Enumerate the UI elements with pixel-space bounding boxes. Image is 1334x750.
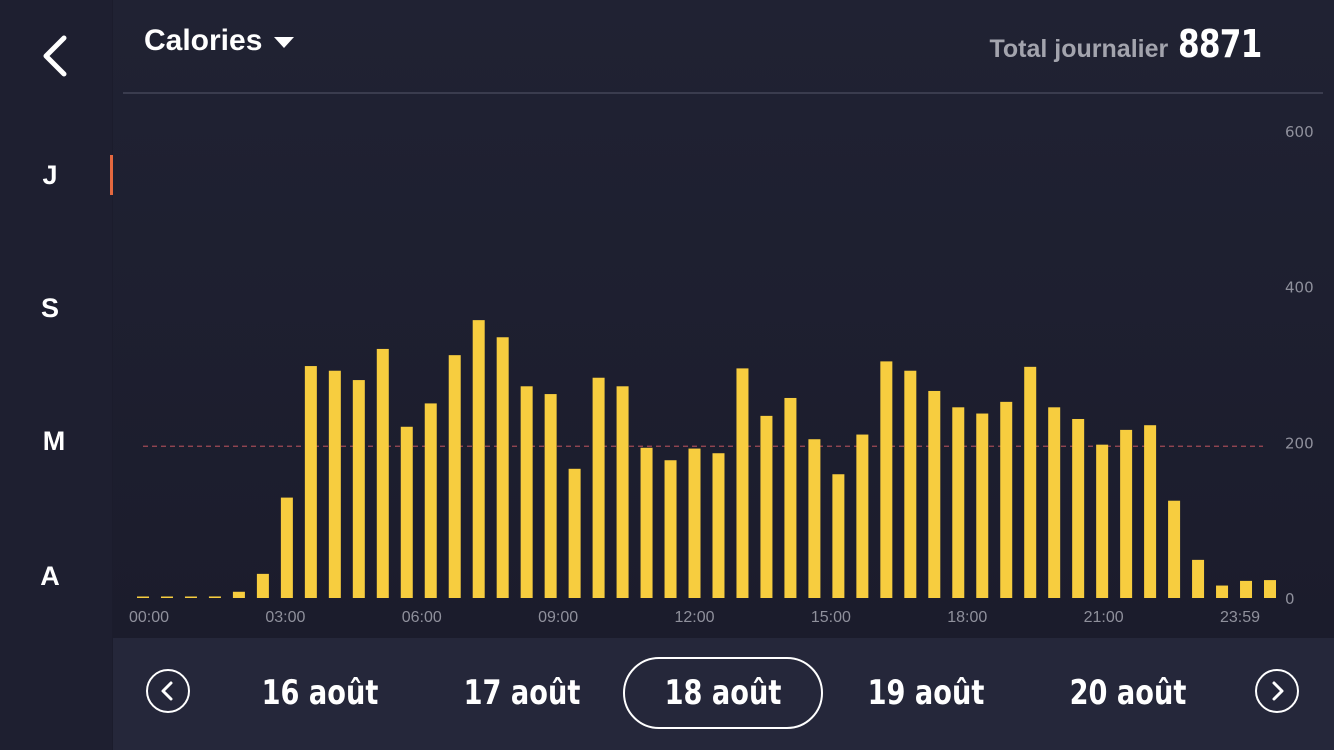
chart-bar: [400, 426, 413, 598]
period-month[interactable]: M: [42, 426, 66, 456]
chevron-left-icon: [161, 681, 173, 701]
x-tick-label: 00:00: [129, 609, 169, 626]
chart-bar: [856, 434, 869, 598]
chart-bar: [832, 474, 845, 598]
chart-bar: [1216, 585, 1229, 598]
y-tick-label: 0: [1285, 590, 1295, 608]
chart-bar: [904, 370, 917, 598]
x-tick-label: 03:00: [265, 609, 305, 626]
chart-bar: [424, 403, 437, 598]
chart-bar: [736, 368, 749, 598]
x-tick-label: 06:00: [402, 609, 442, 626]
chart-bar: [1072, 418, 1085, 598]
chart-bar: [1024, 366, 1037, 598]
x-tick-label: 15:00: [811, 609, 851, 626]
chart-bar: [304, 366, 317, 598]
x-tick-label: 23:59: [1220, 609, 1260, 626]
chart-bar: [352, 380, 365, 598]
date-item[interactable]: 19 août: [867, 673, 985, 713]
date-item[interactable]: 17 août: [463, 673, 581, 713]
chart-bar: [976, 413, 989, 598]
chart-bar: [952, 407, 965, 598]
chart-bar: [256, 573, 269, 598]
chart-bar: [232, 591, 245, 598]
chart-bar: [1120, 429, 1133, 598]
chevron-right-icon: [1272, 681, 1284, 701]
chart-bar: [184, 596, 197, 598]
chart-panel: Calories Total journalier 8871 0 200 400 60…: [113, 0, 1334, 638]
chart-bar: [160, 596, 173, 598]
chart-bar: [280, 497, 293, 598]
chart-bar: [1240, 580, 1253, 598]
period-week[interactable]: S: [40, 293, 59, 323]
sidebar: J S M A: [0, 0, 113, 750]
back-arrow-icon[interactable]: [34, 30, 80, 82]
date-item[interactable]: 20 août: [1069, 673, 1187, 713]
chart-bar: [616, 386, 629, 598]
date-item[interactable]: 16 août: [261, 673, 379, 713]
selected-period-indicator: [110, 155, 113, 195]
chart-bar: [880, 361, 893, 598]
x-tick-label: 21:00: [1084, 609, 1124, 626]
chart-bar: [928, 390, 941, 598]
chart-bar: [472, 320, 485, 598]
chart-bar: [208, 596, 221, 598]
header-divider: [123, 92, 1323, 94]
chart-bar: [137, 596, 149, 598]
chart-bar: [1096, 444, 1109, 598]
metric-label: Calories: [144, 24, 263, 57]
chart-bar: [712, 453, 725, 598]
chart-bar: [664, 460, 677, 598]
next-date-button[interactable]: [1255, 669, 1299, 713]
chart-bar: [544, 394, 557, 598]
chart-bar: [592, 377, 605, 598]
chart-bar: [520, 386, 533, 598]
chart-header: Calories Total journalier 8871: [113, 0, 1334, 92]
chart-bar: [760, 415, 773, 598]
daily-total-label: Total journalier: [989, 35, 1169, 63]
chart-bar: [1264, 580, 1276, 598]
chart-bar: [448, 355, 461, 598]
chart-bar: [640, 447, 653, 598]
period-year[interactable]: A: [40, 561, 60, 591]
x-tick-label: 18:00: [947, 609, 987, 626]
chart-bar: [1048, 407, 1061, 598]
calories-bar-chart: 0 200 400 600 00:00 03:00 06:00 09:00 12:00 15:00…: [129, 123, 1314, 626]
date-navigation: 16 août 17 août 18 août 19 août 20 août: [113, 638, 1334, 750]
y-tick-label: 400: [1285, 279, 1314, 297]
daily-total-value: 8871: [1178, 22, 1262, 66]
metric-dropdown[interactable]: Calories: [144, 24, 295, 58]
chart-bar: [1000, 401, 1013, 598]
chart-bar: [1168, 500, 1181, 598]
y-tick-label: 600: [1285, 123, 1314, 141]
chart-bar: [376, 348, 389, 598]
y-tick-label: 200: [1285, 434, 1314, 452]
x-tick-label: 12:00: [674, 609, 714, 626]
chart-bar: [1144, 425, 1157, 598]
chart-bar: [496, 337, 509, 598]
chart-bar: [784, 397, 797, 598]
period-day[interactable]: J: [42, 160, 58, 190]
previous-date-button[interactable]: [146, 669, 190, 713]
x-tick-label: 09:00: [538, 609, 578, 626]
daily-total: Total journalier 8871: [990, 22, 1281, 66]
chart-bar: [808, 439, 821, 598]
date-item-selected[interactable]: 18 août: [623, 657, 823, 729]
chart-bar: [328, 370, 341, 598]
chart-bar: [1192, 559, 1205, 598]
chart-bar: [568, 468, 581, 598]
caret-down-icon: [274, 37, 295, 48]
chart-bar: [688, 448, 701, 598]
